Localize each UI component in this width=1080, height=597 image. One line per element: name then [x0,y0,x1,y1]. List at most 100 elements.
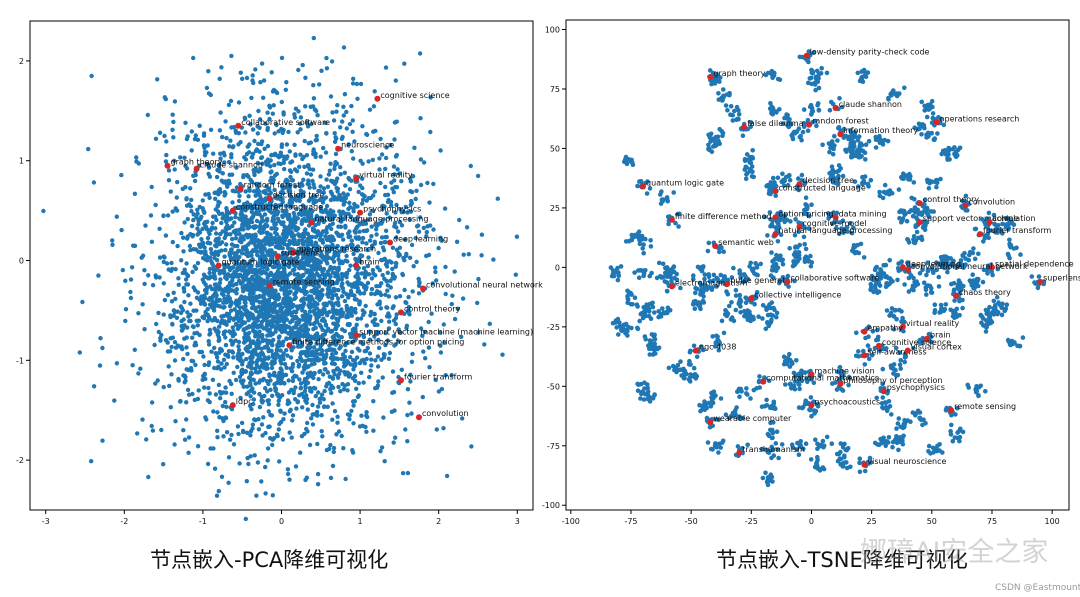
pca-point [378,180,383,186]
pca-point [166,178,172,183]
pca-point [360,308,365,313]
pca-point [393,321,398,327]
pca-point [329,347,335,352]
pca-point [385,192,391,197]
pca-point [211,300,216,305]
pca-point [312,300,318,305]
pca-point [229,152,234,157]
pca-point [191,217,196,223]
pca-point [255,343,260,348]
pca-point [186,314,191,319]
pca-point [179,318,184,324]
pca-point [187,318,192,324]
pca-y-tick-label: 2 [19,57,24,66]
pca-point [184,400,189,405]
pca-point [266,402,272,407]
pca-point [191,285,196,290]
tsne-point [712,393,718,399]
tsne-point [637,318,642,324]
tsne-point [885,138,891,144]
pca-point [229,265,234,271]
pca-point [288,407,293,412]
pca-point [347,234,353,239]
pca-point [189,197,194,203]
pca-point [230,325,235,330]
pca-point [393,435,398,440]
pca-point [227,303,233,309]
pca-point [296,232,301,237]
pca-point [215,332,220,337]
pca-point [355,224,360,229]
pca-point [276,402,281,407]
pca-point [331,354,336,360]
pca-point [159,332,164,338]
pca-point [338,125,343,130]
tsne-point [635,325,640,331]
pca-point [296,67,301,73]
pca-point [100,345,105,351]
pca-point [285,225,291,231]
pca-point [164,139,169,144]
pca-point [236,339,242,345]
pca-point [369,363,374,368]
pca-point [255,131,260,136]
pca-point [249,366,255,371]
pca-point [344,109,349,115]
pca-point [265,110,270,115]
pca-point [313,151,318,156]
pca-point [153,273,158,278]
pca-point [212,252,218,257]
pca-point [89,459,94,464]
pca-point [183,120,188,126]
tsne-point [769,267,775,273]
tsne-point [937,448,942,453]
pca-point [376,250,381,256]
pca-y-tick-label: -1 [16,356,24,365]
tsne-point [638,381,644,387]
pca-point [288,160,293,165]
pca-point [288,366,293,371]
pca-point [324,348,329,353]
pca-point [222,254,227,259]
pca-point [281,220,286,225]
pca-point [212,268,217,273]
pca-point [128,277,134,282]
tsne-point [851,243,857,248]
pca-point [360,235,366,241]
pca-point [406,294,411,300]
pca-point [249,305,255,311]
pca-point [259,422,265,427]
pca-point [323,329,329,334]
pca-point [260,230,265,235]
pca-point-label: constructed language [236,203,323,212]
pca-point [252,268,257,273]
pca-point [338,172,343,177]
pca-point [309,257,314,263]
pca-point [100,438,105,443]
tsne-point [905,418,910,423]
pca-point [444,473,450,479]
pca-point [190,359,196,364]
pca-point [188,186,193,191]
pca-point [372,291,378,297]
pca-point [220,134,225,140]
tsne-point [856,151,861,156]
pca-point [170,127,175,132]
pca-point [305,371,310,376]
pca-point [223,329,228,334]
pca-point [375,302,380,307]
pca-point [268,378,273,383]
pca-point [251,277,256,282]
pca-point [363,303,368,309]
pca-point [330,315,335,320]
pca-point [237,227,242,232]
pca-point [354,322,359,327]
pca-point [425,180,430,186]
pca-point [208,284,213,289]
pca-point [136,371,141,376]
pca-point [201,354,206,359]
pca-point [173,296,178,302]
pca-point [417,51,423,56]
tsne-point [616,332,621,337]
pca-point [319,392,325,397]
